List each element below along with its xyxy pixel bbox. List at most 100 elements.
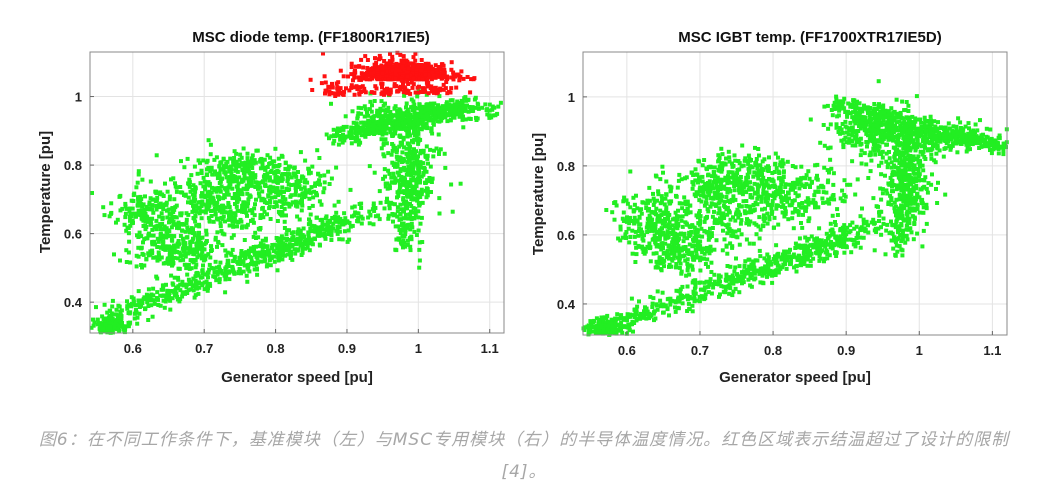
scatter-point: [673, 225, 678, 230]
scatter-point: [698, 247, 703, 252]
scatter-point: [739, 183, 744, 188]
scatter-point: [255, 252, 260, 257]
scatter-point: [187, 279, 192, 284]
scatter-point: [161, 239, 166, 244]
scatter-point: [720, 248, 725, 253]
scatter-point: [792, 198, 797, 203]
scatter-point: [226, 201, 231, 205]
scatter-point: [219, 176, 224, 181]
scatter-point: [141, 202, 146, 207]
scatter-point: [255, 267, 259, 272]
scatter-point: [419, 58, 424, 62]
scatter-point: [189, 226, 194, 231]
scatter-point: [188, 189, 193, 194]
scatter-point: [831, 171, 836, 176]
scatter-point: [408, 73, 413, 78]
scatter-point: [265, 165, 270, 169]
scatter-point: [442, 151, 447, 156]
scatter-point: [136, 245, 141, 250]
scatter-point: [149, 222, 154, 227]
scatter-point: [401, 245, 405, 250]
scatter-point: [154, 198, 159, 203]
scatter-point: [151, 233, 156, 238]
scatter-point: [331, 141, 336, 146]
scatter-point: [767, 217, 772, 222]
scatter-point: [181, 283, 186, 288]
scatter-point: [418, 66, 423, 71]
scatter-point: [760, 159, 765, 164]
scatter-point: [331, 221, 336, 226]
scatter-point: [256, 235, 261, 240]
scatter-point: [737, 185, 742, 190]
scatter-point: [386, 151, 391, 156]
scatter-point: [720, 152, 725, 157]
scatter-point: [136, 298, 141, 303]
scatter-point: [757, 215, 762, 220]
scatter-point: [321, 190, 326, 195]
scatter-point: [280, 154, 285, 159]
scatter-point: [695, 255, 700, 260]
scatter-point: [258, 241, 263, 246]
scatter-point: [351, 120, 356, 125]
scatter-point: [175, 244, 180, 249]
scatter-point: [674, 221, 679, 226]
scatter-point: [242, 256, 247, 261]
scatter-point: [710, 214, 715, 219]
scatter-point: [767, 215, 772, 220]
scatter-point: [341, 92, 346, 97]
scatter-point: [173, 222, 178, 227]
scatter-point: [688, 210, 693, 215]
scatter-point: [704, 187, 709, 192]
scatter-point: [412, 110, 417, 115]
scatter-point: [774, 166, 779, 171]
scatter-point: [375, 67, 380, 72]
scatter-point: [697, 178, 702, 183]
scatter-point: [766, 164, 770, 169]
scatter-point: [282, 206, 287, 211]
scatter-point: [241, 178, 246, 183]
scatter-point: [431, 74, 436, 79]
scatter-point: [291, 234, 296, 239]
scatter-point: [407, 169, 412, 174]
scatter-point: [612, 217, 617, 222]
scatter-point: [739, 218, 744, 223]
scatter-point: [813, 163, 818, 168]
scatter-point: [336, 142, 341, 147]
scatter-point: [401, 117, 406, 122]
scatter-point: [204, 172, 209, 177]
scatter-point: [401, 228, 406, 233]
scatter-point: [175, 256, 180, 261]
scatter-point: [170, 263, 174, 268]
scatter-point: [387, 206, 392, 211]
scatter-point: [186, 277, 191, 282]
scatter-point: [136, 235, 141, 239]
scatter-point: [268, 155, 273, 160]
scatter-point: [169, 225, 174, 230]
scatter-point: [359, 133, 364, 138]
scatter-point: [409, 114, 414, 119]
scatter-point: [173, 249, 178, 254]
scatter-point: [349, 85, 354, 90]
scatter-point: [447, 103, 452, 108]
scatter-point: [472, 76, 477, 81]
scatter-point: [368, 99, 373, 104]
scatter-point: [685, 207, 690, 212]
scatter-point: [353, 129, 358, 134]
scatter-point: [110, 304, 115, 309]
scatter-point: [778, 190, 783, 195]
scatter-point: [423, 105, 428, 110]
scatter-point: [202, 287, 207, 292]
scatter-point: [365, 130, 370, 135]
scatter-point: [733, 218, 738, 223]
scatter-point: [405, 225, 410, 230]
scatter-point: [677, 258, 682, 263]
scatter-point: [653, 210, 658, 215]
scatter-point: [690, 244, 695, 249]
scatter-point: [280, 185, 285, 190]
scatter-point: [247, 182, 251, 187]
scatter-point: [227, 223, 232, 228]
scatter-point: [167, 216, 172, 221]
scatter-point: [356, 105, 361, 110]
scatter-point: [637, 214, 642, 219]
scatter-point: [363, 54, 368, 59]
